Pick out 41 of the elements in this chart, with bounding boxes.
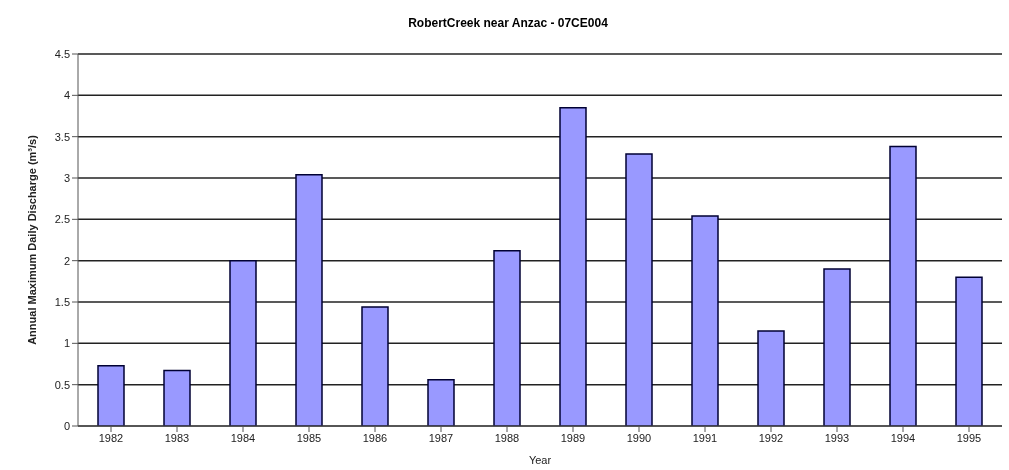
y-tick-label: 1.5: [54, 295, 70, 308]
bar: [493, 250, 521, 426]
y-tick-label: 0.5: [54, 378, 70, 391]
bar: [757, 330, 785, 426]
bar: [361, 306, 389, 426]
y-tick-label: 2: [63, 254, 70, 267]
bar: [625, 153, 653, 426]
y-tick-label: 1: [63, 337, 70, 350]
x-axis-title: Year: [528, 454, 552, 466]
y-tick-label: 2.5: [54, 213, 70, 226]
x-tick-label: 1990: [626, 431, 652, 444]
chart-title: RobertCreek near Anzac - 07CE004: [407, 15, 609, 32]
x-tick-label: 1989: [560, 431, 586, 444]
bar: [955, 276, 983, 426]
bar: [295, 173, 323, 426]
y-tick-label: 3: [63, 171, 70, 184]
x-tick-label: 1988: [494, 431, 520, 444]
x-tick-label: 1993: [824, 431, 850, 444]
y-axis-title: Annual Maximum Daily Discharge (m³/s): [25, 134, 38, 345]
y-tick-label: 0: [63, 419, 70, 432]
x-tick-label: 1984: [230, 431, 256, 444]
x-tick-label: 1985: [296, 431, 322, 444]
y-tick-label: 4: [63, 89, 70, 102]
bar: [691, 215, 719, 426]
x-tick-label: 1992: [758, 431, 784, 444]
bar: [163, 369, 191, 426]
x-tick-label: 1995: [956, 431, 982, 444]
x-tick-label: 1983: [164, 431, 190, 444]
bar: [889, 145, 917, 426]
bar: [229, 259, 257, 426]
y-tick-label: 3.5: [54, 130, 70, 143]
x-tick-label: 1982: [98, 431, 124, 444]
bar: [427, 378, 455, 426]
y-tick-label: 4.5: [54, 47, 70, 60]
bar: [559, 106, 587, 426]
bar: [97, 364, 125, 426]
x-tick-label: 1986: [362, 431, 388, 444]
x-tick-label: 1987: [428, 431, 454, 444]
x-tick-label: 1994: [890, 431, 916, 444]
bar: [823, 268, 851, 426]
x-tick-label: 1991: [692, 431, 718, 444]
